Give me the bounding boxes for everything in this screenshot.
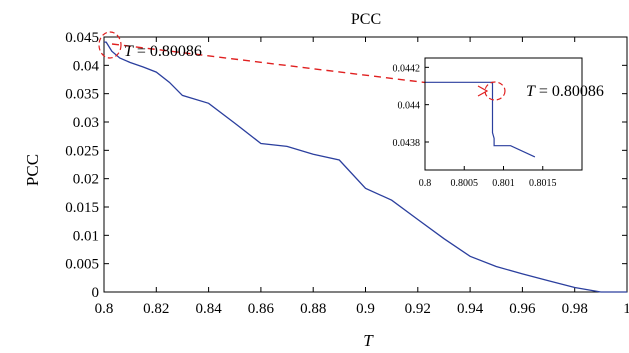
y-tick-label: 0.01 — [73, 228, 99, 244]
inset-x-tick-label: 0.8015 — [529, 178, 557, 189]
inset-series-layer — [425, 81, 536, 158]
x-tick-label: 0.9 — [356, 301, 375, 317]
main-highlight-ellipse — [98, 31, 122, 59]
y-axis-ticks: 0 0.005 0.01 0.015 0.02 0.025 0.03 0.035 0.04 0.0… — [65, 30, 627, 301]
x-tick-label: 0.96 — [509, 301, 536, 317]
y-tick-label: 0.02 — [73, 172, 99, 188]
y-tick-label: 0.025 — [65, 143, 99, 159]
inset-annotation-value: = 0.80086 — [535, 83, 604, 100]
y-tick-label: 0.035 — [65, 87, 99, 103]
x-tick-label: 0.92 — [405, 301, 431, 317]
y-tick-label: 0.015 — [65, 200, 99, 216]
y-tick-label: 0.045 — [65, 30, 99, 46]
connector-arrowhead — [477, 85, 489, 97]
inset-series-line — [425, 81, 536, 158]
inset-y-tick-label: 0.0438 — [393, 138, 421, 149]
x-tick-label: 0.84 — [195, 301, 222, 317]
inset-y-tick-label: 0.0442 — [393, 63, 421, 74]
main-annotation: T = 0.80086 — [98, 31, 487, 91]
chart-title: PCC — [351, 11, 381, 28]
main-annotation-value: = 0.80086 — [133, 43, 202, 60]
x-tick-label: 0.88 — [300, 301, 326, 317]
main-annotation-symbol: T — [124, 43, 134, 60]
x-tick-label: 0.94 — [457, 301, 484, 317]
x-axis-ticks: 0.8 0.82 0.84 0.86 0.88 0.9 0.92 0.94 0.96 0.98 1 — [95, 37, 629, 317]
y-tick-label: 0 — [92, 285, 100, 301]
inset-x-tick-label: 0.801 — [492, 178, 515, 189]
x-tick-label: 0.8 — [95, 301, 114, 317]
x-tick-label: 1 — [623, 301, 629, 317]
inset-y-axis-ticks: 0.0438 0.044 0.0442 — [393, 63, 429, 149]
inset-y-tick-label: 0.044 — [398, 101, 421, 112]
inset-annotation-symbol: T — [526, 83, 536, 100]
pcc-series-line — [104, 41, 627, 293]
x-tick-label: 0.82 — [143, 301, 169, 317]
y-tick-label: 0.04 — [73, 58, 100, 74]
inset-annotation-label: T = 0.80086 — [526, 83, 604, 100]
series-layer — [104, 41, 627, 293]
inset-background — [425, 58, 582, 170]
y-axis-label: PCC — [23, 154, 42, 186]
main-annotation-label: T = 0.80086 — [124, 43, 202, 60]
x-tick-label: 0.86 — [248, 301, 275, 317]
inset-zoom: 0.8 0.8005 0.801 0.8015 0.0438 0.044 0.0442 T… — [393, 57, 604, 189]
y-tick-label: 0.03 — [73, 115, 99, 131]
inset-x-axis-ticks: 0.8 0.8005 0.801 0.8015 — [419, 166, 557, 189]
y-tick-label: 0.005 — [65, 257, 99, 273]
inset-x-tick-label: 0.8 — [419, 178, 432, 189]
x-tick-label: 0.98 — [562, 301, 588, 317]
inset-highlight-ellipse — [484, 81, 506, 101]
x-axis-label: T — [363, 331, 374, 350]
inset-connector-line — [111, 43, 487, 91]
inset-x-tick-label: 0.8005 — [451, 178, 479, 189]
